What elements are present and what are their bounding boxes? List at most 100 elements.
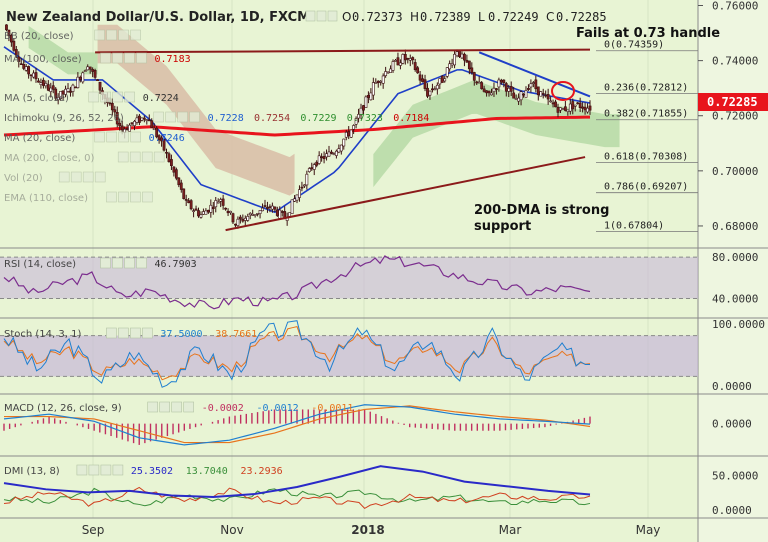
title-toolbar[interactable]: [305, 10, 338, 22]
candle-body: [389, 68, 392, 73]
candle-body: [189, 200, 193, 210]
support-annotation-line1: 200-DMA is strong: [474, 203, 609, 218]
candle-body: [337, 148, 341, 153]
indicator-tool-icon: [100, 52, 111, 64]
candle-body: [433, 88, 437, 91]
candle-body: [98, 81, 102, 91]
indicator-tool-icon: [94, 29, 105, 41]
indicator-label: MA (20, close): [4, 133, 75, 144]
panel-tool-icon: [142, 327, 153, 339]
candle-body: [509, 86, 513, 92]
candle-body: [125, 128, 129, 130]
dmi-label-value: 13.7040: [186, 466, 228, 477]
candle-body: [147, 119, 151, 122]
candle-body: [138, 115, 141, 123]
candle-body: [295, 194, 299, 201]
candle-body: [322, 156, 326, 160]
candle-body: [170, 159, 173, 167]
candle-body: [197, 210, 200, 217]
indicator-tool-icon: [129, 151, 141, 163]
candle-body: [66, 88, 70, 92]
indicator-tool-icon: [130, 29, 141, 41]
candle-body: [334, 150, 338, 156]
indicator-tool-icon: [82, 171, 94, 183]
candle-body: [165, 151, 168, 154]
candle-body: [115, 112, 119, 125]
candle-body: [362, 105, 365, 111]
candle-body: [86, 66, 90, 71]
candle-body: [261, 207, 264, 212]
candle-body: [495, 88, 498, 90]
rejection-circle: [551, 81, 575, 101]
candle-body: [113, 109, 117, 113]
candle-body: [416, 67, 420, 74]
candle-body: [480, 82, 484, 90]
candle-body: [499, 79, 503, 83]
candle-body: [221, 198, 225, 206]
candle-body: [549, 100, 553, 103]
candle-body: [145, 119, 149, 121]
candle-body: [411, 57, 415, 61]
candle-body: [130, 122, 134, 125]
candle-body: [367, 95, 370, 98]
candle-body: [29, 74, 33, 77]
indicator-tool-icon: [58, 171, 70, 183]
indicator-tool-icon: [88, 91, 99, 103]
candle-body: [581, 106, 585, 109]
x-axis-label: 2018: [351, 523, 384, 537]
indicator-value: 0.7224: [143, 93, 179, 104]
candle-body: [167, 153, 171, 163]
candle-body: [576, 102, 580, 105]
candle-body: [88, 66, 92, 70]
candle-body: [69, 90, 72, 93]
panel-tool-icon: [171, 401, 182, 413]
macd-line: [3, 404, 591, 446]
ohlc-value: 0.72249: [488, 10, 539, 24]
candle-body: [179, 182, 183, 190]
ohlc-value: 0.72373: [352, 10, 403, 24]
dmi-minus-line: [3, 486, 591, 510]
candle-body: [270, 205, 274, 210]
candle-body: [300, 186, 304, 189]
candle-body: [391, 61, 395, 71]
candle-body: [258, 210, 262, 214]
indicator-tool-icon: [177, 111, 188, 123]
candle-body: [93, 70, 97, 78]
indicator-tool-icon: [142, 191, 153, 203]
candle-body: [354, 118, 358, 125]
candle-body: [91, 69, 95, 72]
candle-body: [408, 58, 412, 61]
indicator-tool-icon: [153, 151, 165, 163]
indicator-tool-icon: [118, 131, 129, 143]
panel-tool-icon: [130, 327, 141, 339]
trend-line: [225, 156, 586, 232]
candle-body: [371, 82, 375, 96]
price-axis-label: 0.76000: [712, 0, 758, 13]
title-tool-icon[interactable]: [327, 10, 338, 22]
candle-body: [536, 86, 540, 96]
candle-body: [426, 87, 429, 97]
candle-body: [226, 210, 230, 214]
candle-body: [541, 93, 545, 95]
macd-label-value: -0.0002: [202, 403, 244, 414]
dmi-label-value: 25.3502: [131, 466, 173, 477]
candle-body: [320, 156, 324, 158]
stoch-label-value: 38.7661: [215, 329, 257, 340]
candle-body: [211, 206, 215, 210]
x-axis-label: Mar: [499, 523, 522, 537]
panel-tool-icon: [118, 327, 129, 339]
indicator-label: Ichimoku (9, 26, 52, 26): [4, 113, 124, 124]
title-tool-icon[interactable]: [316, 10, 327, 22]
candle-body: [275, 209, 279, 216]
title-tool-icon[interactable]: [305, 10, 316, 22]
candle-body: [490, 92, 493, 96]
candle-body: [519, 91, 523, 101]
candle-body: [34, 72, 38, 80]
candle-body: [401, 54, 405, 64]
candle-body: [573, 104, 577, 107]
candle-body: [135, 117, 139, 123]
candle-body: [374, 82, 378, 84]
axes: 0.76000 0.74000 0.72000 0.70000 0.68000 Sep No…: [82, 0, 759, 537]
cloud-bullish-early: [28, 25, 98, 75]
candle-body: [566, 109, 570, 112]
